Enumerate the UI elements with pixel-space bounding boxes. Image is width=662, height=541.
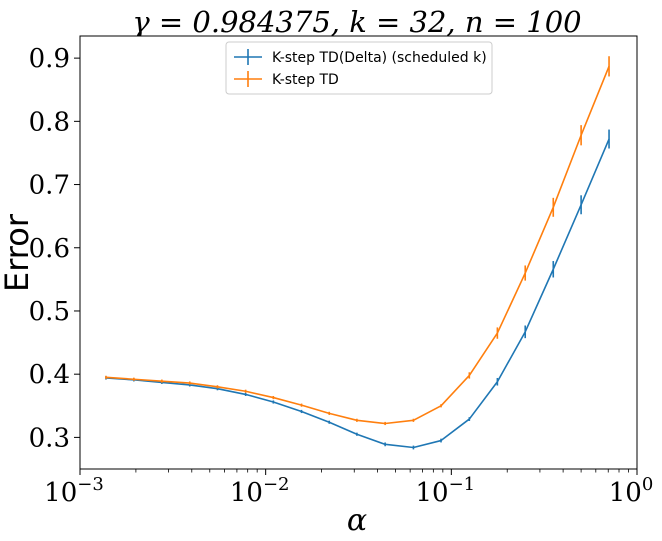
x-tick-label: 10−2 (230, 474, 290, 508)
y-tick-label: 0.7 (29, 171, 70, 201)
series-layer (105, 56, 610, 450)
y-tick-label: 0.5 (29, 297, 70, 327)
legend: K-step TD(Delta) (scheduled k) K-step TD (225, 41, 493, 95)
legend-label: K-step TD(Delta) (scheduled k) (272, 50, 487, 66)
x-tick-label: 100 (609, 474, 654, 508)
y-tick-label: 0.4 (29, 360, 70, 390)
series-2 (105, 56, 610, 426)
y-tick-label: 0.3 (29, 423, 70, 453)
x-tick-label: 10−3 (44, 474, 104, 508)
plot-area (80, 36, 637, 469)
y-tick-label: 0.6 (29, 234, 70, 264)
axes: 0.3 0.4 0.5 0.6 0.7 0.8 0.9 10−3 10−2 10−1 100 (29, 35, 654, 508)
x-axis-label: α (347, 503, 367, 538)
y-axis-label: Error (0, 213, 36, 292)
legend-label: K-step TD (272, 72, 339, 88)
x-tick-label: 10−1 (416, 474, 476, 508)
y-tick-label: 0.9 (29, 44, 70, 74)
legend-box (225, 41, 493, 95)
plot-background (80, 36, 637, 469)
y-tick-label: 0.8 (29, 107, 70, 137)
legend-item-1: K-step TD(Delta) (scheduled k) (234, 49, 487, 66)
chart-title: γ = 0.984375, k = 32, n = 100 (132, 5, 581, 39)
axes-frame (79, 35, 638, 470)
legend-item-2: K-step TD (234, 71, 339, 88)
